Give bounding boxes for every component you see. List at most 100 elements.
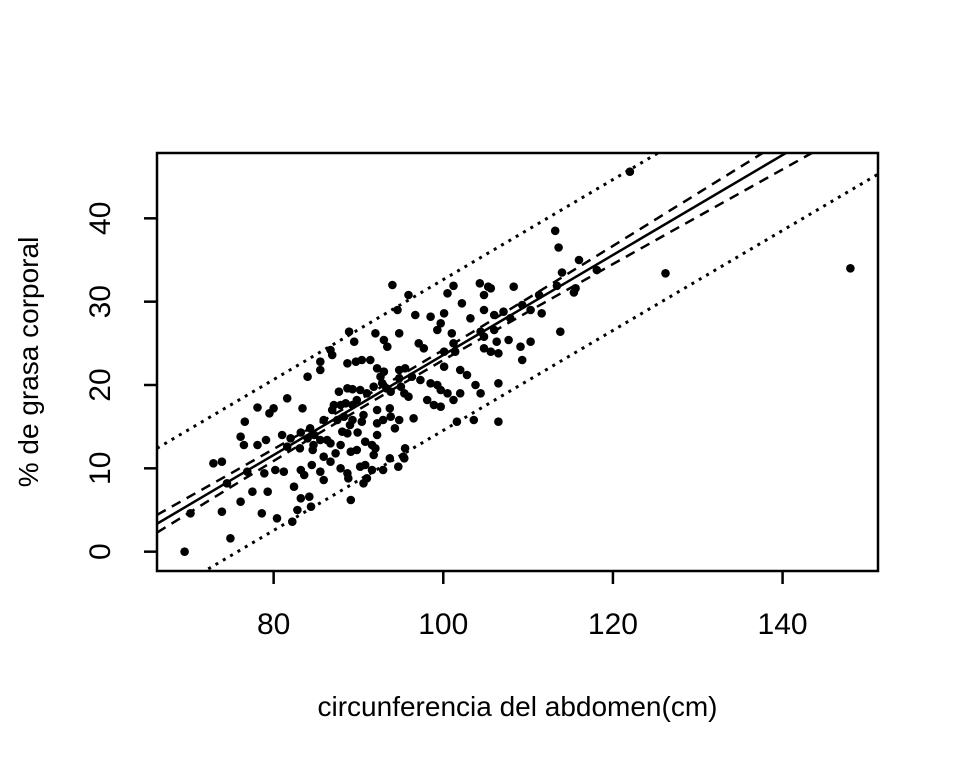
data-point	[479, 290, 489, 300]
data-point	[385, 454, 395, 463]
data-point	[326, 439, 335, 448]
data-point	[526, 337, 535, 347]
data-point	[379, 335, 389, 345]
data-point	[449, 339, 458, 348]
data-point	[272, 514, 282, 523]
data-point	[379, 367, 389, 377]
data-point	[344, 474, 353, 483]
data-point	[419, 344, 429, 353]
data-point	[327, 350, 337, 360]
data-points	[180, 167, 855, 556]
data-point	[394, 374, 404, 383]
data-point	[271, 465, 280, 475]
data-point	[279, 467, 289, 477]
data-point	[180, 547, 189, 556]
data-point	[357, 417, 367, 427]
data-point	[516, 342, 525, 352]
data-point	[404, 290, 413, 300]
data-point	[334, 387, 344, 397]
data-point	[226, 534, 235, 543]
data-point	[479, 332, 489, 342]
data-point	[436, 319, 446, 328]
data-point	[433, 325, 442, 335]
data-point	[260, 469, 269, 478]
y-tick-label: 40	[84, 202, 117, 235]
data-point	[222, 479, 232, 488]
data-point	[494, 349, 503, 358]
data-point	[240, 417, 250, 427]
data-point	[305, 492, 314, 502]
data-point	[400, 454, 409, 463]
data-point	[486, 284, 496, 293]
data-point	[261, 435, 271, 445]
data-point	[557, 268, 567, 277]
data-point	[186, 509, 195, 518]
data-point	[316, 435, 325, 445]
data-point	[329, 400, 339, 410]
data-point	[296, 428, 306, 437]
data-point	[574, 255, 584, 265]
y-axis: 0 10 20 30 40	[84, 202, 157, 560]
data-point	[305, 424, 315, 433]
data-point	[506, 314, 515, 323]
data-point	[422, 395, 432, 405]
data-point	[592, 265, 602, 275]
data-point	[455, 365, 465, 375]
regression-line	[157, 153, 789, 525]
data-point	[426, 379, 435, 388]
y-tick-label: 0	[84, 543, 117, 560]
data-point	[239, 440, 249, 450]
data-point	[316, 467, 325, 477]
data-point	[396, 382, 406, 392]
data-point	[316, 365, 325, 375]
x-tick-label: 140	[758, 608, 808, 641]
prediction-band-lower	[201, 172, 878, 571]
data-point	[479, 305, 489, 315]
data-point	[352, 395, 362, 405]
data-point	[394, 415, 404, 425]
data-point	[439, 362, 449, 372]
data-point	[400, 364, 410, 373]
data-point	[475, 279, 485, 288]
data-point	[269, 404, 278, 413]
data-point	[236, 497, 245, 507]
data-point	[494, 379, 503, 388]
data-point	[407, 372, 417, 382]
data-point	[455, 389, 465, 398]
data-point	[550, 226, 560, 236]
data-point	[371, 444, 380, 453]
data-point	[388, 280, 397, 290]
data-point	[471, 380, 480, 390]
data-point	[372, 430, 382, 440]
data-point	[333, 415, 342, 425]
data-point	[534, 290, 544, 300]
data-point	[289, 482, 299, 492]
data-point	[344, 327, 354, 337]
data-point	[360, 460, 370, 470]
data-point	[339, 412, 349, 422]
data-point	[552, 281, 562, 291]
data-point	[436, 385, 446, 395]
data-point	[492, 337, 502, 347]
data-point	[409, 414, 418, 423]
x-tick-label: 120	[588, 608, 638, 641]
data-point	[661, 269, 670, 278]
data-point	[295, 444, 305, 453]
data-point	[504, 335, 513, 345]
data-point	[288, 517, 297, 526]
data-point	[348, 415, 357, 425]
data-point	[306, 502, 316, 512]
data-point	[571, 284, 580, 293]
data-point	[349, 337, 359, 347]
data-point	[469, 415, 479, 425]
data-point	[625, 167, 635, 176]
data-point	[348, 384, 357, 394]
data-point	[309, 440, 318, 450]
data-point	[489, 325, 499, 335]
data-point	[447, 329, 457, 338]
data-point	[556, 327, 565, 337]
data-point	[386, 412, 396, 422]
x-axis: 80 100 120 140	[257, 571, 808, 641]
data-point	[386, 387, 396, 397]
